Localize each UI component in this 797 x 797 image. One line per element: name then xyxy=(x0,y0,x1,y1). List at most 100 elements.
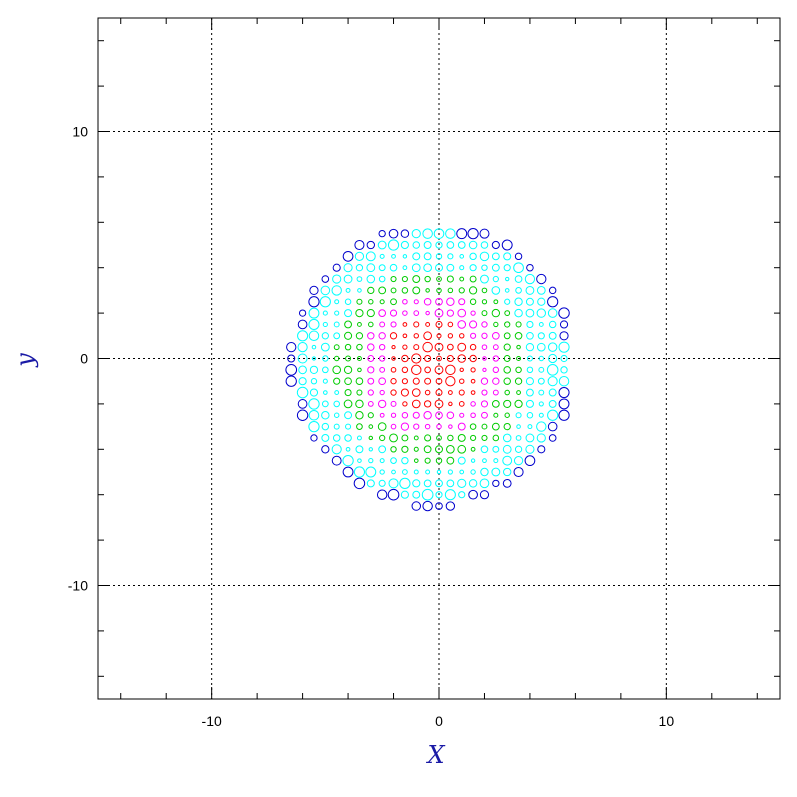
data-point xyxy=(435,479,443,488)
data-point xyxy=(469,298,477,305)
data-point xyxy=(482,458,487,464)
data-point xyxy=(333,412,340,418)
data-point xyxy=(459,265,465,271)
data-point xyxy=(321,275,330,283)
data-point xyxy=(310,378,318,385)
data-point xyxy=(377,422,387,431)
data-point xyxy=(469,320,478,329)
data-point xyxy=(481,423,488,430)
data-point xyxy=(355,399,364,409)
data-point xyxy=(356,276,363,282)
data-point xyxy=(411,388,421,397)
data-point xyxy=(357,458,362,463)
data-point xyxy=(402,310,408,316)
data-point xyxy=(525,433,535,443)
data-point xyxy=(435,263,443,272)
data-point xyxy=(321,445,330,454)
data-point xyxy=(391,253,396,259)
data-point xyxy=(391,469,396,475)
data-point xyxy=(547,421,558,432)
data-point xyxy=(423,411,432,420)
data-point xyxy=(332,274,342,284)
data-point xyxy=(447,253,454,260)
data-point xyxy=(424,434,432,442)
data-point xyxy=(558,409,570,421)
data-point xyxy=(322,355,329,362)
data-point xyxy=(479,251,490,262)
data-point xyxy=(547,376,558,387)
data-point xyxy=(309,365,319,375)
data-point xyxy=(355,445,364,454)
data-point xyxy=(297,342,308,353)
data-point xyxy=(402,469,408,475)
data-point xyxy=(536,308,546,318)
data-point xyxy=(481,344,488,350)
data-point xyxy=(400,422,410,431)
data-point xyxy=(470,412,476,419)
data-point xyxy=(457,456,466,465)
data-point xyxy=(492,479,500,488)
data-point xyxy=(423,445,432,454)
data-point xyxy=(379,366,386,373)
data-point xyxy=(344,434,352,442)
data-point xyxy=(480,241,489,249)
data-point xyxy=(469,423,477,430)
data-point xyxy=(491,400,500,408)
data-point xyxy=(504,310,511,317)
data-point xyxy=(344,309,353,318)
data-point xyxy=(413,310,420,316)
data-point xyxy=(459,333,465,339)
data-point xyxy=(558,398,570,410)
data-point xyxy=(436,355,442,362)
data-point xyxy=(481,299,488,305)
data-point xyxy=(367,332,375,340)
data-point xyxy=(435,491,443,499)
data-point xyxy=(538,401,544,407)
data-point xyxy=(367,401,374,407)
data-point xyxy=(331,455,342,466)
data-point xyxy=(413,458,419,463)
data-point xyxy=(308,330,320,342)
data-point xyxy=(548,331,557,340)
data-point xyxy=(516,344,521,350)
data-point xyxy=(424,389,431,396)
data-point xyxy=(333,344,340,351)
data-point xyxy=(320,285,331,296)
data-point xyxy=(504,412,510,418)
data-point xyxy=(424,366,431,374)
data-point xyxy=(536,342,546,352)
data-point xyxy=(368,321,374,328)
data-point xyxy=(436,333,442,339)
data-point xyxy=(526,388,534,397)
data-point xyxy=(514,445,523,453)
data-point xyxy=(446,456,455,465)
data-point xyxy=(514,377,523,385)
data-point xyxy=(402,401,408,407)
data-point xyxy=(468,286,478,295)
data-point xyxy=(423,263,432,273)
data-point xyxy=(343,365,353,375)
data-point xyxy=(297,330,309,342)
data-point xyxy=(434,399,444,409)
data-point xyxy=(458,287,465,294)
data-point xyxy=(366,479,375,488)
data-point xyxy=(491,286,501,295)
data-point xyxy=(378,275,386,283)
data-point xyxy=(401,275,408,283)
data-point xyxy=(378,355,386,362)
data-point xyxy=(436,423,442,430)
data-point xyxy=(445,501,456,511)
data-point xyxy=(480,274,489,284)
data-point xyxy=(538,355,545,362)
data-point xyxy=(389,309,398,317)
data-point xyxy=(367,412,374,419)
data-point xyxy=(342,454,354,467)
data-point xyxy=(513,466,524,478)
data-point xyxy=(479,228,490,239)
data-point xyxy=(492,275,499,283)
data-point xyxy=(332,365,342,375)
data-point xyxy=(459,254,465,259)
data-point xyxy=(391,345,396,350)
data-point xyxy=(525,297,534,306)
